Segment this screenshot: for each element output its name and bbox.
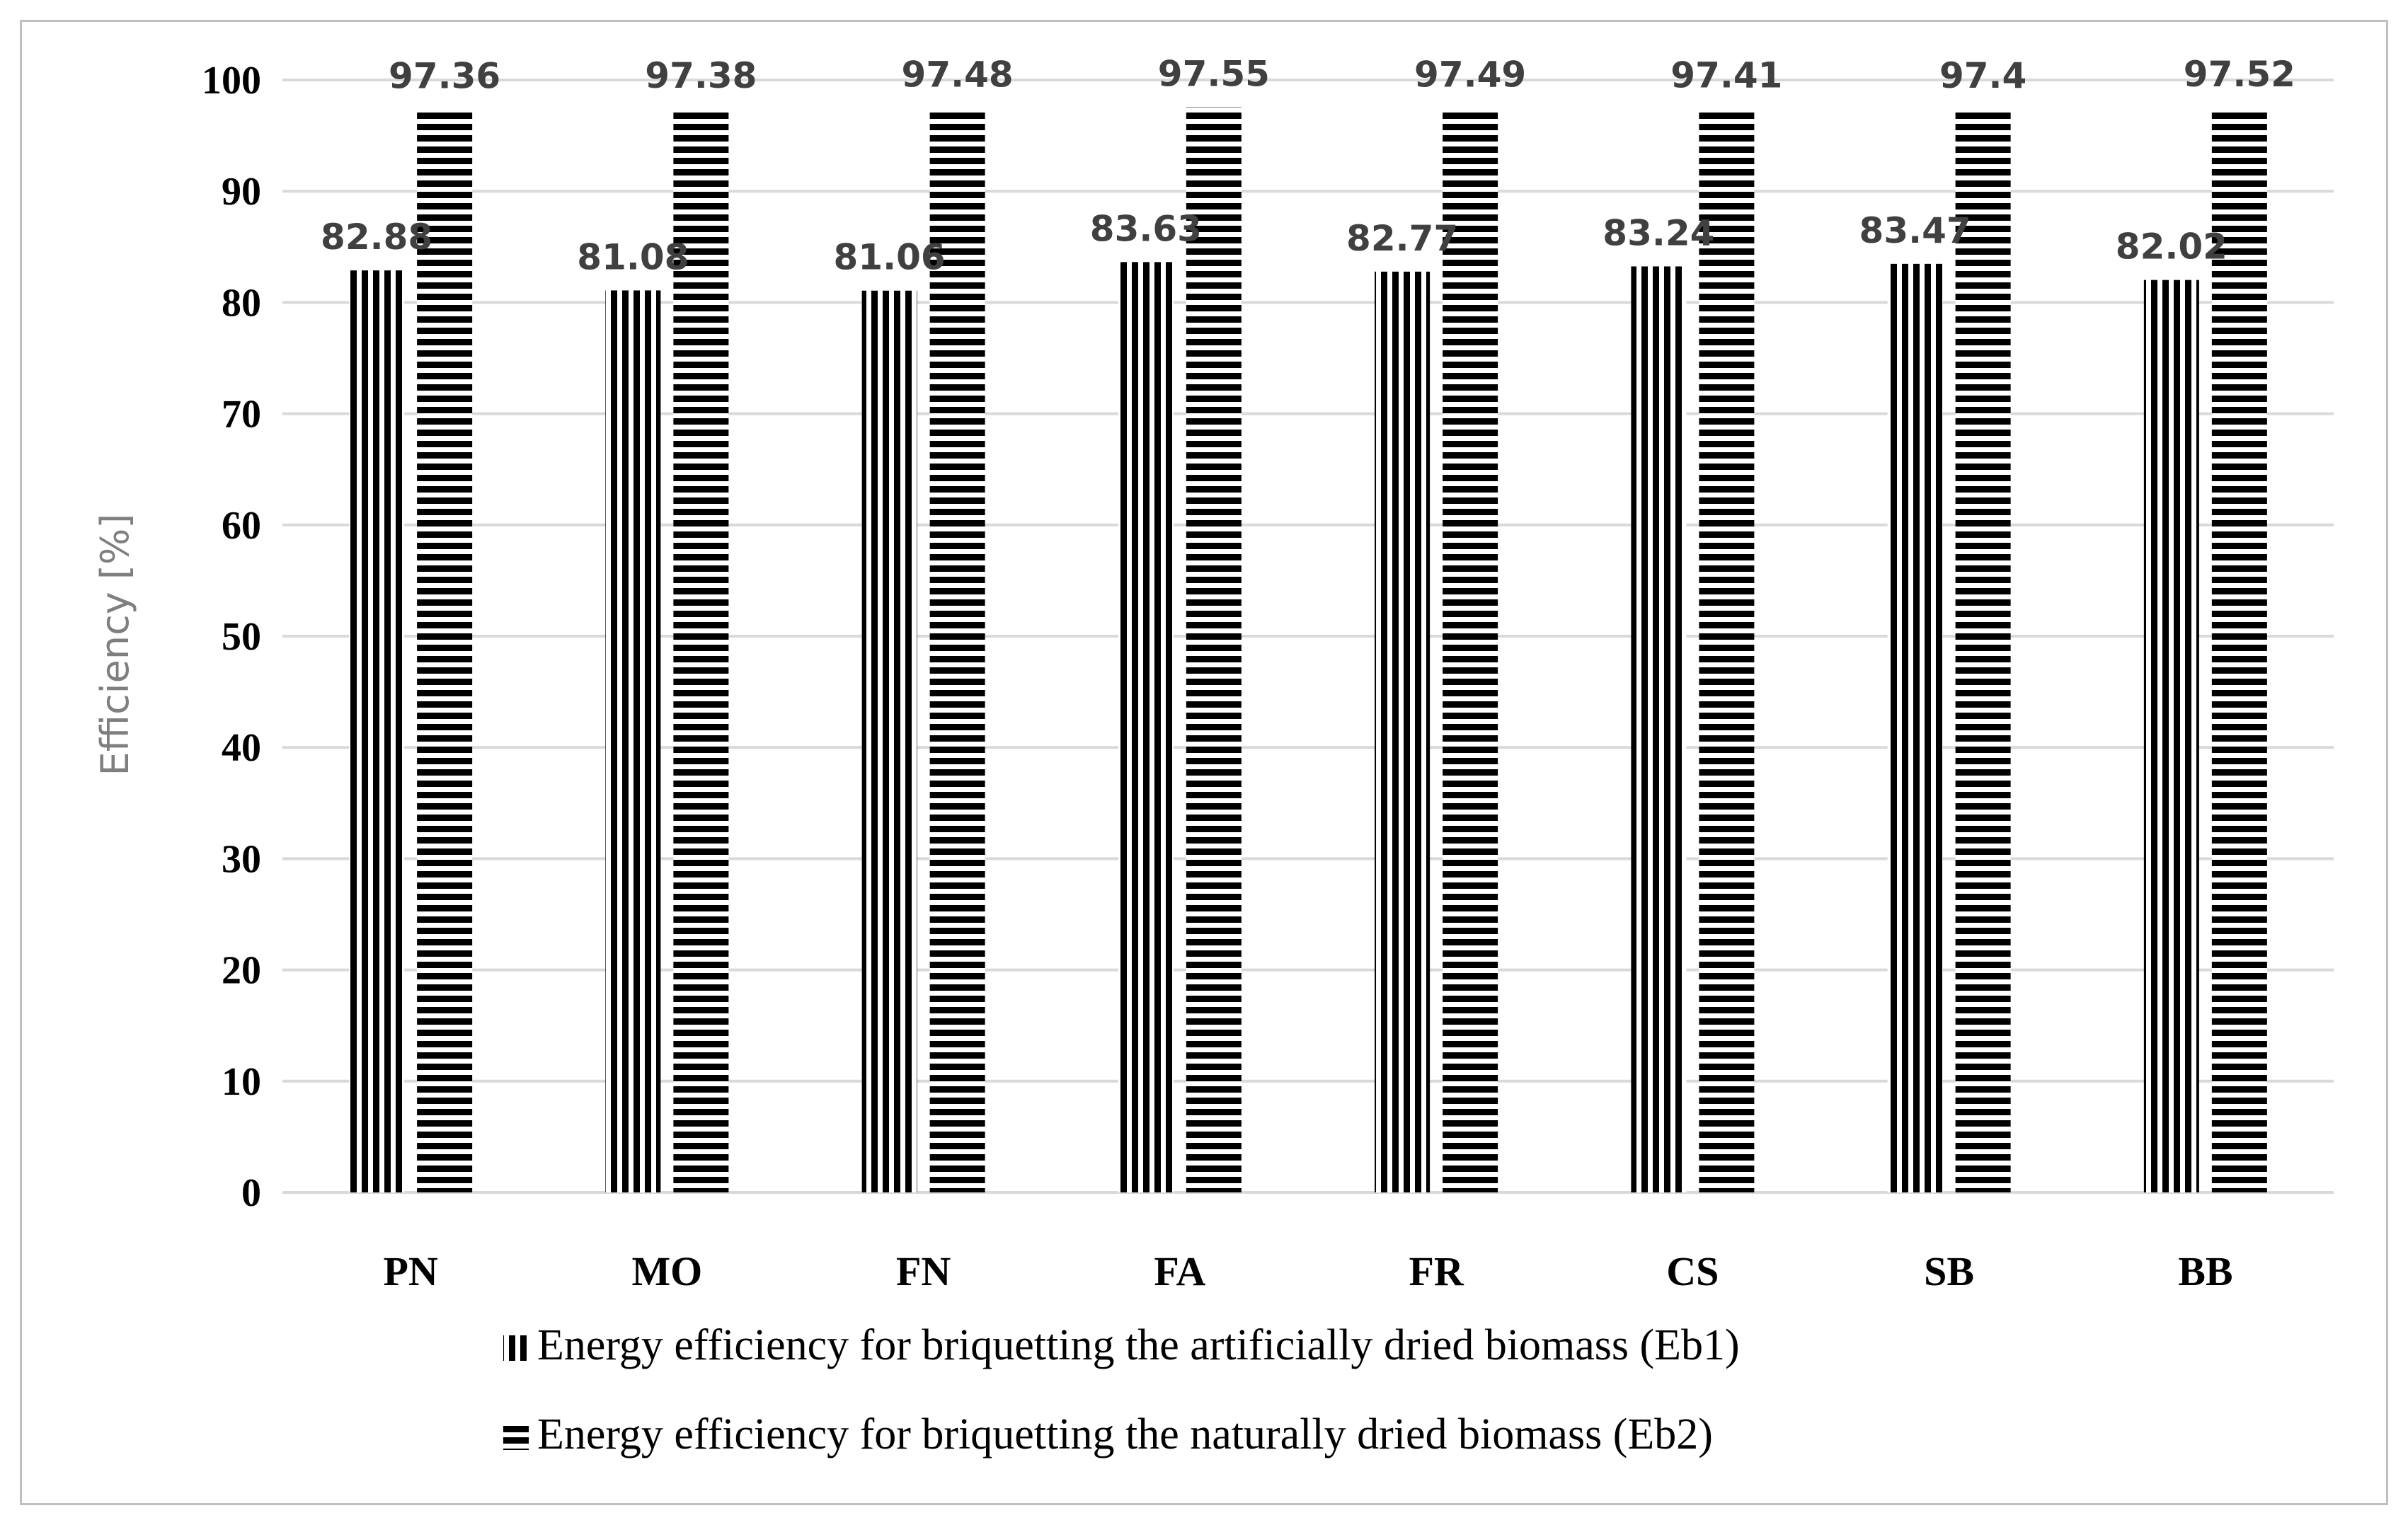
legend: Energy efficiency for briquetting the ar… (503, 1321, 1740, 1458)
data-label-eb1-fn: 81.06 (834, 237, 946, 278)
bar-eb1-fa (1118, 262, 1174, 1192)
data-label-eb2-mo: 97.38 (645, 55, 757, 96)
x-category-label: FA (1154, 1248, 1205, 1294)
legend-swatch-eb2 (503, 1425, 529, 1450)
bar-eb1-fn (861, 290, 917, 1192)
data-label-eb2-cs: 97.41 (1670, 55, 1782, 96)
bar-eb1-mo (605, 290, 661, 1193)
bar-eb1-fr (1375, 271, 1431, 1192)
bar-eb2-bb (2211, 107, 2267, 1192)
bar-eb2-sb (1955, 108, 2011, 1192)
bar-eb1-pn (349, 270, 405, 1192)
data-label-eb1-pn: 82.88 (321, 217, 432, 258)
data-label-eb2-bb: 97.52 (2184, 54, 2295, 95)
bar-eb2-cs (1699, 108, 1755, 1192)
bar-eb2-fa (1186, 107, 1242, 1192)
bar-eb2-pn (417, 109, 473, 1193)
x-category-label: FN (896, 1248, 951, 1294)
y-axis-title: Efficiency [%] (93, 514, 137, 776)
data-labels: 82.88 97.36 81.08 97.38 81.06 97.48 83.63 97.55… (321, 54, 2295, 278)
y-tick-label: 100 (202, 59, 261, 103)
y-axis-ticks: 0 10 20 30 40 50 60 70 80 90 100 (202, 59, 261, 1215)
bar-chart: 0 10 20 30 40 50 60 70 80 90 100 82.88 97.36 81.08 97… (93, 54, 2334, 1458)
chart-frame: 0 10 20 30 40 50 60 70 80 90 100 82.88 97.36 81.08 97… (20, 20, 2388, 1505)
bar-eb1-bb (2143, 280, 2199, 1192)
y-tick-label: 30 (222, 837, 261, 881)
x-axis-categories: PN MO FN FA FR CS SB BB (383, 1248, 2232, 1294)
data-label-eb1-fr: 82.77 (1346, 218, 1458, 259)
data-label-eb2-fn: 97.48 (902, 54, 1014, 96)
data-label-eb1-bb: 82.02 (2116, 226, 2228, 267)
y-tick-label: 0 (241, 1171, 261, 1215)
x-category-label: SB (1924, 1248, 1974, 1294)
y-tick-label: 60 (222, 504, 261, 548)
data-label-eb1-cs: 83.24 (1603, 212, 1714, 253)
y-tick-label: 90 (222, 170, 261, 214)
data-label-eb1-sb: 83.47 (1859, 210, 1971, 251)
y-tick-label: 40 (222, 726, 261, 770)
legend-label-eb2: Energy efficiency for briquetting the na… (537, 1410, 1713, 1458)
y-tick-label: 70 (222, 393, 261, 437)
data-label-eb2-sb: 97.4 (1939, 55, 2026, 96)
data-label-eb2-fa: 97.55 (1158, 54, 1270, 95)
bar-eb2-fn (929, 108, 985, 1193)
x-category-label: CS (1666, 1248, 1719, 1294)
legend-label-eb1: Energy efficiency for briquetting the ar… (537, 1321, 1740, 1369)
y-tick-label: 10 (222, 1060, 261, 1104)
y-tick-label: 80 (222, 281, 261, 325)
bar-eb2-fr (1443, 108, 1498, 1193)
y-tick-label: 50 (222, 615, 261, 659)
x-category-label: MO (631, 1248, 702, 1294)
bars (349, 107, 2267, 1193)
bar-eb1-sb (1887, 263, 1943, 1193)
data-label-eb1-fa: 83.63 (1090, 208, 1202, 249)
x-category-label: PN (383, 1248, 437, 1294)
x-category-label: BB (2178, 1248, 2232, 1294)
x-category-label: FR (1409, 1248, 1464, 1294)
data-label-eb1-mo: 81.08 (577, 236, 689, 277)
y-tick-label: 20 (222, 949, 261, 993)
data-label-eb2-pn: 97.36 (389, 56, 500, 97)
legend-swatch-eb1 (503, 1335, 529, 1361)
bar-eb2-mo (673, 109, 729, 1192)
data-label-eb2-fr: 97.49 (1414, 54, 1526, 95)
bar-eb1-cs (1631, 266, 1687, 1193)
